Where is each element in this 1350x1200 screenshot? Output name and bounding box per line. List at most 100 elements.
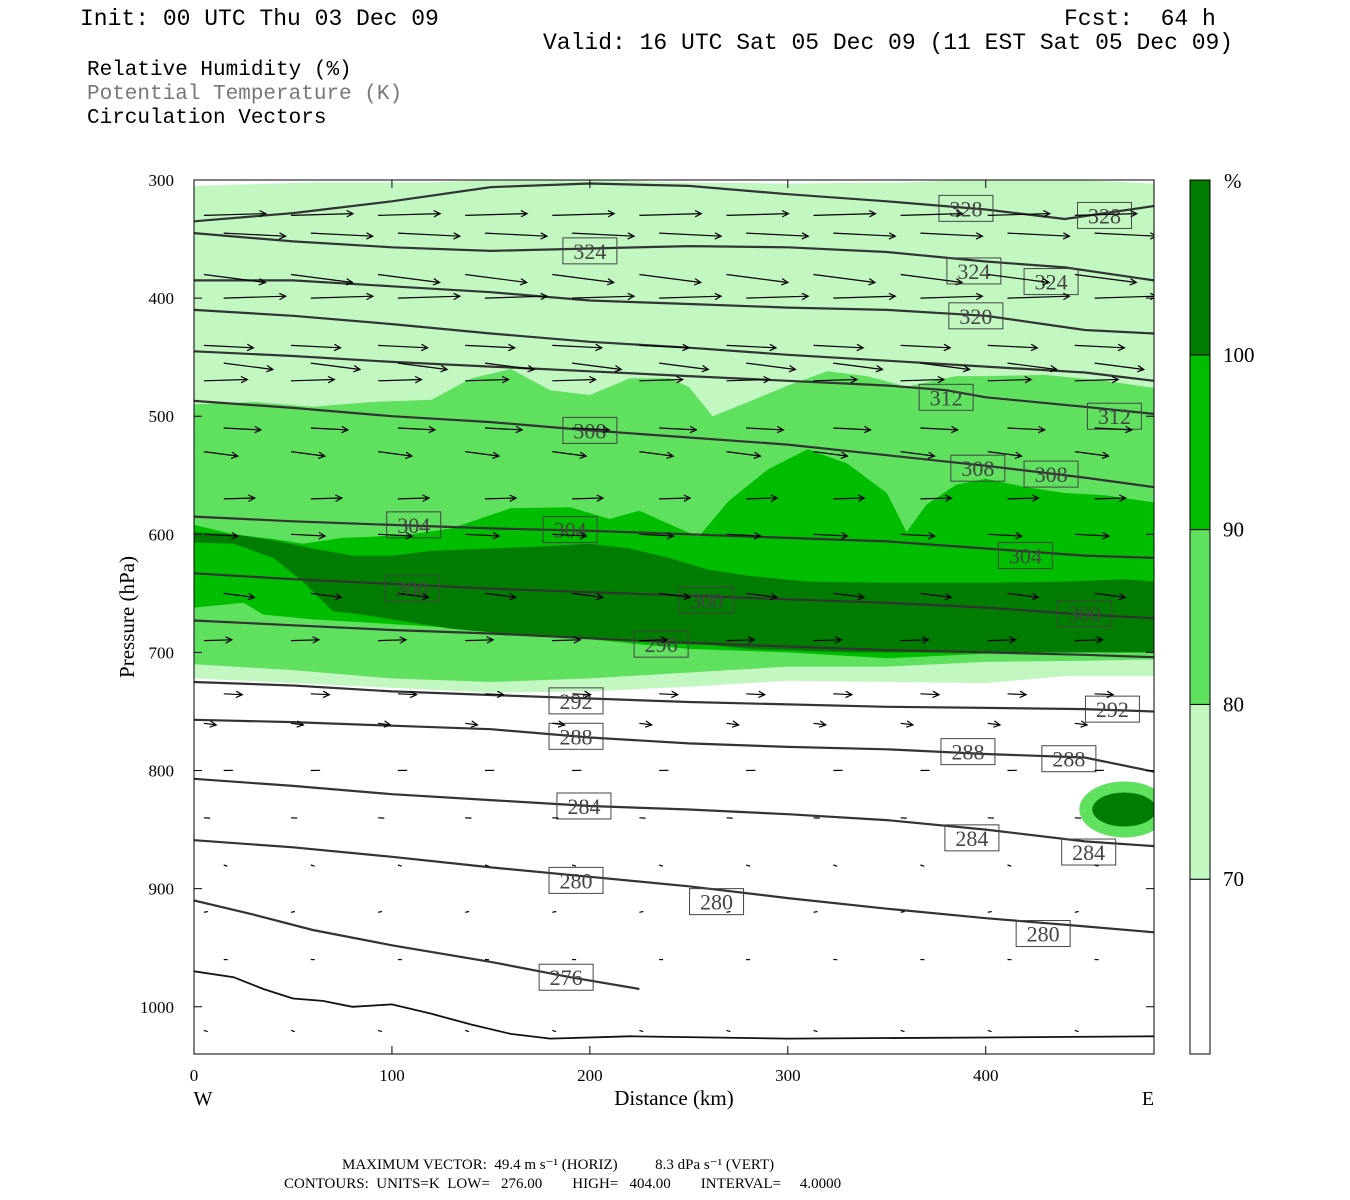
circulation-vector-head — [1024, 375, 1033, 384]
circulation-vector-head — [1101, 451, 1110, 459]
contour-label-312: 312 — [930, 385, 963, 410]
circulation-vector — [746, 693, 765, 696]
circulation-vector-head — [770, 592, 779, 601]
circulation-vector — [726, 639, 755, 642]
circulation-vector-head — [589, 375, 597, 384]
circulation-vector — [378, 344, 428, 349]
circulation-vector — [1074, 533, 1109, 537]
plot-area: 328 328 324 324 324 320 312 312 308 308 308 304 304 3… — [194, 180, 1154, 1040]
circulation-vector — [290, 910, 296, 913]
circulation-vector-head — [230, 451, 240, 459]
circulation-vector-head — [346, 210, 355, 218]
circulation-vector — [659, 864, 664, 867]
theta-contour-292 — [194, 680, 1154, 713]
circulation-vector — [920, 427, 958, 431]
circulation-vector — [203, 1029, 208, 1033]
contour-label-324: 324 — [957, 259, 990, 284]
contour-label-280: 280 — [1027, 922, 1060, 947]
circulation-vector — [223, 864, 228, 867]
circulation-vector-head — [614, 365, 623, 373]
axes: 300 400 500 600 700 800 900 1000 0 100 200 300 400 — [140, 171, 1154, 1085]
circulation-vector-head — [596, 494, 605, 502]
circulation-vector-head — [956, 210, 964, 218]
contour-label-box — [548, 866, 604, 894]
circulation-vector-head — [453, 292, 462, 301]
circulation-vector — [484, 592, 516, 598]
circulation-vector-head — [1102, 531, 1111, 540]
circulation-vector-head — [868, 278, 877, 286]
circulation-vector-head — [579, 531, 588, 540]
circulation-vector — [1094, 693, 1114, 696]
circulation-vector — [639, 722, 652, 726]
circulation-vector-head — [254, 425, 263, 434]
circulation-vector — [900, 533, 935, 537]
circulation-vector-head — [440, 365, 449, 373]
circulation-vector-head — [486, 636, 495, 644]
theta-contour-320 — [194, 279, 1154, 335]
circulation-vector — [833, 427, 871, 431]
circulation-vector — [639, 639, 668, 642]
circulation-vector — [900, 451, 935, 457]
circulation-vector-head — [335, 494, 344, 502]
y-tick-label: 500 — [149, 407, 175, 426]
circulation-vector — [378, 213, 441, 216]
circulation-vector — [900, 722, 913, 726]
circulation-vector-head — [850, 375, 859, 384]
circulation-vector — [813, 344, 864, 349]
theta-contour-284 — [194, 777, 1154, 848]
circulation-vector — [465, 213, 528, 216]
circulation-vector-head — [943, 343, 952, 352]
circulation-vector-head — [496, 690, 505, 699]
circulation-vector — [1007, 864, 1012, 867]
contour-label-box — [679, 586, 735, 614]
circulation-vector-head — [231, 531, 240, 540]
y-axis-label: Pressure (hPa) — [115, 556, 139, 678]
circulation-vector-head — [1009, 636, 1017, 644]
circulation-vector — [833, 497, 865, 500]
circulation-vector-head — [279, 292, 288, 301]
circulation-vector — [1074, 213, 1137, 216]
rh-region-rh100 — [194, 532, 1154, 653]
circulation-vector — [465, 910, 470, 913]
circulation-vector — [833, 592, 865, 598]
circulation-vector — [920, 362, 970, 371]
circulation-vector-head — [420, 343, 429, 352]
circulation-vector-head — [540, 292, 549, 301]
circulation-vector — [397, 497, 429, 500]
circulation-vector-head — [235, 690, 244, 699]
circulation-vector-head — [492, 531, 501, 540]
contour-label-box — [386, 511, 442, 539]
circulation-vector — [290, 213, 354, 216]
circulation-vector — [726, 344, 777, 349]
circulation-vector — [639, 344, 689, 349]
circulation-vector — [639, 451, 674, 457]
circulation-vector — [1094, 497, 1126, 500]
legend-relative-humidity: Relative Humidity (%) — [87, 59, 352, 82]
theta-contour-324 — [194, 232, 1154, 282]
contour-label-box — [548, 722, 604, 750]
circulation-vector-head — [1030, 343, 1039, 352]
contour-label-324: 324 — [1035, 270, 1068, 295]
circulation-vector-head — [788, 365, 797, 373]
circulation-vector — [572, 427, 610, 431]
circulation-vector — [1074, 1029, 1079, 1033]
circulation-vector-head — [676, 375, 685, 384]
circulation-vector — [1074, 639, 1103, 642]
circulation-vector — [639, 533, 674, 537]
circulation-vector-head — [753, 451, 762, 459]
circulation-vector-head — [627, 232, 636, 240]
colorbar: 70 80 90 100 — [1189, 179, 1255, 1055]
circulation-vector — [920, 295, 983, 299]
circulation-vector — [310, 693, 330, 696]
circulation-vector-head — [596, 592, 605, 601]
contour-label-308: 308 — [573, 418, 606, 443]
contour-label-box — [1084, 695, 1140, 723]
circulation-vector-head — [422, 494, 431, 502]
circulation-vector — [310, 362, 361, 371]
circulation-vector — [223, 232, 286, 237]
x-tick-label: 200 — [577, 1066, 603, 1085]
y-tick-label: 800 — [149, 762, 175, 781]
circulation-vector — [203, 639, 232, 642]
contour-label-box — [946, 257, 1002, 285]
circulation-vector — [290, 639, 319, 642]
